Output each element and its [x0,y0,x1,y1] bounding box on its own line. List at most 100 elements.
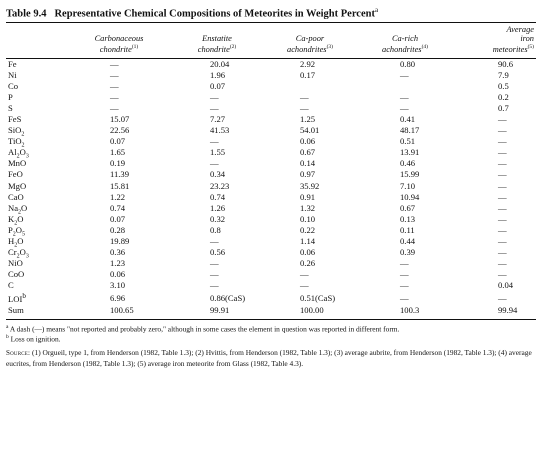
row-label-main: S [8,102,13,113]
table-cell: — [498,292,507,303]
column-header-line: Enstatite [202,33,232,43]
table-cell: 0.97 [300,169,316,180]
table-cell: — [300,91,309,102]
row-label-main2: O [19,247,26,258]
table-cell: 0.34 [210,169,226,180]
row-label: Fe [6,58,66,70]
sum-cell: 100.00 [300,305,324,316]
table-cell: 7.10 [400,180,416,191]
table-row: CaO 1.22 0.74 0.91 10.94 — [6,192,536,203]
table-row: C 3.10 — — — 0.04 [6,280,536,291]
column-header-ref: (5) [527,44,534,51]
table-cell: — [210,280,219,291]
table-cell: 23.23 [210,180,230,191]
table-cell: 0.28 [110,224,126,235]
table-cell: 0.44 [400,236,416,247]
column-header-line: Carbonaceous [94,33,144,43]
table-cell: 0.7 [498,102,509,113]
row-label-main: CoO [8,269,25,280]
row-label: P2O5 [6,224,66,238]
table-cell: 6.96 [110,292,126,303]
table-cell: — [110,69,119,80]
column-header-line: achondrites [382,45,422,55]
row-label-main: H [8,236,15,247]
row-label-main2: O [19,147,26,158]
table-cell: 20.04 [210,58,230,69]
row-label: Na2O [6,202,66,216]
bottom-rule [6,318,536,320]
table-cell: 0.07 [110,213,126,224]
header-row: Carbonaceous chondrite(1) Enstatite chondri… [6,22,536,59]
table-cell: — [498,113,507,124]
table-cell [358,81,452,92]
table-cell: 0.41 [400,113,416,124]
column-header-line: achondrites [287,45,327,55]
table-cell: — [400,292,409,303]
table-cell: 0.2 [498,91,509,102]
row-label: LOIb [6,291,66,305]
column-header-ref: (4) [421,44,428,51]
document-page: Table 9.4 Representative Chemical Composi… [6,4,536,368]
table-cell: 0.06 [300,136,316,147]
column-header: Ca-poor achondrites(3) [262,22,358,59]
row-label-main: K [8,213,15,224]
row-label-sub: 2 [16,253,20,260]
table-cell: — [498,202,507,213]
table-cell: 2.92 [300,58,316,69]
table-cell: — [498,236,507,247]
table-cell: — [210,258,219,269]
table-cell: 0.74 [210,191,226,202]
row-label-sub2: 3 [25,153,29,160]
table-cell: 0.74 [110,202,126,213]
table-cell: 0.07 [110,136,126,147]
row-label: P [6,92,66,103]
table-cell: 0.51(CaS) [300,292,336,303]
table-cell: 1.26 [210,202,226,213]
table-cell: 1.22 [110,191,126,202]
footnote-a-mark: a [6,323,9,330]
row-label-sub: 2 [21,131,25,138]
column-header-ref: (1) [131,44,139,51]
table-cell: — [498,180,507,191]
row-label-main: Na [8,202,19,213]
table-row: S — — — — 0.7 [6,103,536,114]
row-label-footnote: b [22,292,26,301]
table-cell: 0.11 [400,224,415,235]
row-label-main: LOI [8,294,23,305]
table-cell: — [498,158,507,169]
table-cell: — [110,80,119,91]
table-cell: — [210,91,219,102]
table-cell: 1.32 [300,202,316,213]
table-row: P — — — — 0.2 [6,92,536,103]
row-label-main2: O [17,236,24,247]
composition-table: Carbonaceous chondrite(1) Enstatite chondri… [6,22,536,319]
row-label-main: Ni [8,69,17,80]
table-cell: — [498,136,507,147]
table-cell: — [498,258,507,269]
table-cell: 7.27 [210,113,226,124]
row-label-main: P [8,224,13,235]
footnote-a: a A dash (—) means "not reported and pro… [6,323,536,334]
column-header-line: iron [520,33,534,43]
row-label: FeS [6,114,66,125]
row-label-main: TiO [8,136,22,147]
row-label-main2: O [15,224,22,235]
row-label-main2: O [21,202,28,213]
row-label: MnO [6,158,66,169]
table-row: Fe — 20.04 2.92 0.80 90.6 [6,58,536,70]
row-label: CoO [6,269,66,280]
table-cell: — [210,158,219,169]
header-blank [6,22,66,59]
table-cell: 0.36 [110,247,126,258]
table-row: NiO 1.23 — 0.26 — — [6,258,536,269]
table-cell [262,81,358,92]
column-header-line: chondrite [197,45,230,55]
table-cell: 48.17 [400,125,420,136]
table-cell: — [498,147,507,158]
column-header-line: meteorites [492,45,528,55]
footnote-b: b Loss on ignition. [6,333,536,344]
row-label-main: CaO [8,191,24,202]
table-cell: 0.67 [400,202,416,213]
table-row: TiO2 0.07 — 0.06 0.51 — [6,136,536,149]
table-cell: — [498,247,507,258]
